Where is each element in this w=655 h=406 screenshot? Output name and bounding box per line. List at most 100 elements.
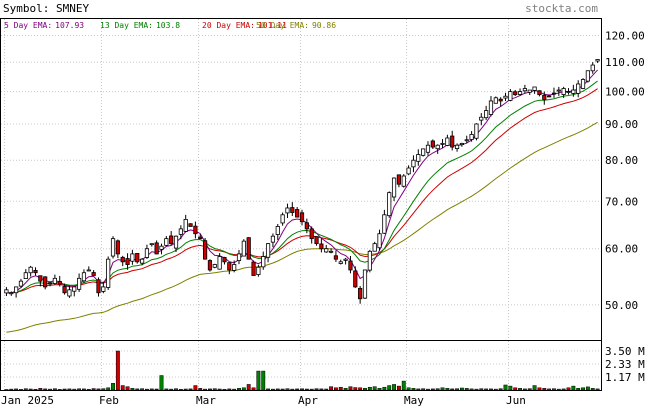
volume-tick-label: 1.17 M: [605, 371, 645, 384]
candle-body: [576, 83, 581, 94]
candle: [77, 273, 82, 292]
volume-bar: [450, 388, 455, 391]
candle-body: [537, 90, 542, 96]
candle: [411, 155, 416, 173]
volume-bar: [256, 370, 261, 391]
candle: [135, 253, 140, 264]
candle: [256, 264, 261, 277]
candle-body: [406, 167, 411, 175]
candle: [430, 139, 435, 150]
x-axis: Jan 2025 Feb Mar Apr May Jun: [1, 394, 526, 406]
candle-body: [445, 137, 450, 146]
candle: [81, 269, 87, 283]
candle: [353, 266, 358, 288]
candle-body: [110, 238, 116, 257]
candle: [52, 274, 57, 286]
volume-bar: [193, 385, 198, 391]
candle: [236, 249, 242, 265]
candle-body: [227, 262, 232, 271]
candles: [4, 58, 600, 304]
candle: [43, 276, 48, 290]
candle-body: [212, 264, 217, 268]
candle-body: [353, 270, 358, 288]
price-tick-label: 80.00: [605, 154, 638, 167]
candle: [314, 236, 319, 246]
candle: [265, 242, 271, 263]
candle: [295, 207, 300, 218]
candle-body: [217, 256, 222, 270]
candle: [18, 278, 24, 288]
candle: [140, 257, 145, 266]
candle: [246, 237, 251, 260]
candle-body: [188, 223, 193, 227]
candle: [304, 218, 309, 234]
candle: [416, 149, 421, 166]
candle: [106, 256, 111, 290]
candle: [101, 281, 106, 294]
brand-label: stockta.com: [525, 2, 598, 15]
candle: [324, 245, 329, 253]
candle: [425, 141, 431, 156]
candle-body: [101, 286, 106, 292]
candle: [527, 89, 532, 95]
volume-bar: [382, 386, 387, 391]
candle-body: [464, 139, 469, 142]
candle: [47, 281, 53, 287]
candle: [285, 203, 290, 219]
candle: [212, 263, 217, 269]
candle: [561, 86, 566, 98]
volume-grid: [1, 341, 601, 390]
volume-bar: [324, 388, 329, 391]
candle-body: [173, 235, 179, 249]
candle-body: [556, 89, 561, 92]
volume-bar: [207, 388, 212, 391]
candle: [479, 113, 484, 126]
candle: [508, 89, 513, 102]
candle: [173, 235, 179, 253]
volume-bar: [493, 388, 498, 391]
candle-body: [198, 236, 203, 240]
volume-bar: [547, 388, 552, 391]
volume-bar: [96, 388, 101, 391]
candle: [62, 283, 67, 295]
volume-bar: [367, 386, 372, 391]
legend-ema5: 5 Day EMA: 107.93: [4, 21, 84, 30]
candle: [198, 234, 203, 240]
volume-bar: [43, 388, 48, 391]
candle: [498, 97, 503, 107]
volume-bar: [188, 388, 193, 391]
volume-bar: [518, 388, 522, 391]
volume-bar: [130, 388, 135, 391]
candle-body: [435, 144, 440, 150]
volume-bar: [304, 388, 309, 391]
volume-bar: [329, 386, 334, 391]
volume-bar: [251, 387, 256, 391]
volume-bar: [261, 370, 266, 391]
candle: [459, 142, 464, 147]
volume-bar: [363, 388, 367, 391]
candle: [164, 236, 169, 247]
volume-bar: [474, 388, 479, 391]
candle-body: [9, 292, 14, 295]
candle: [72, 286, 77, 297]
volume-bar: [120, 385, 125, 391]
candle-body: [590, 64, 595, 72]
candle-body: [130, 253, 135, 262]
candle: [232, 260, 237, 273]
volume-bar: [513, 387, 518, 391]
candle-body: [503, 95, 508, 99]
candle: [435, 144, 440, 154]
candle: [358, 286, 363, 304]
candle-body: [328, 250, 334, 253]
volume-bar: [503, 384, 508, 391]
candle-body: [459, 142, 464, 145]
candle-body: [469, 134, 474, 140]
candle-body: [232, 264, 237, 271]
volume-bar: [14, 388, 19, 391]
volume-bar: [459, 387, 464, 391]
volume-bar: [343, 388, 348, 391]
volume-bar: [300, 388, 304, 391]
candle-body: [202, 240, 208, 260]
volume-bar: [416, 388, 421, 391]
price-tick-label: 120.00: [605, 29, 645, 42]
